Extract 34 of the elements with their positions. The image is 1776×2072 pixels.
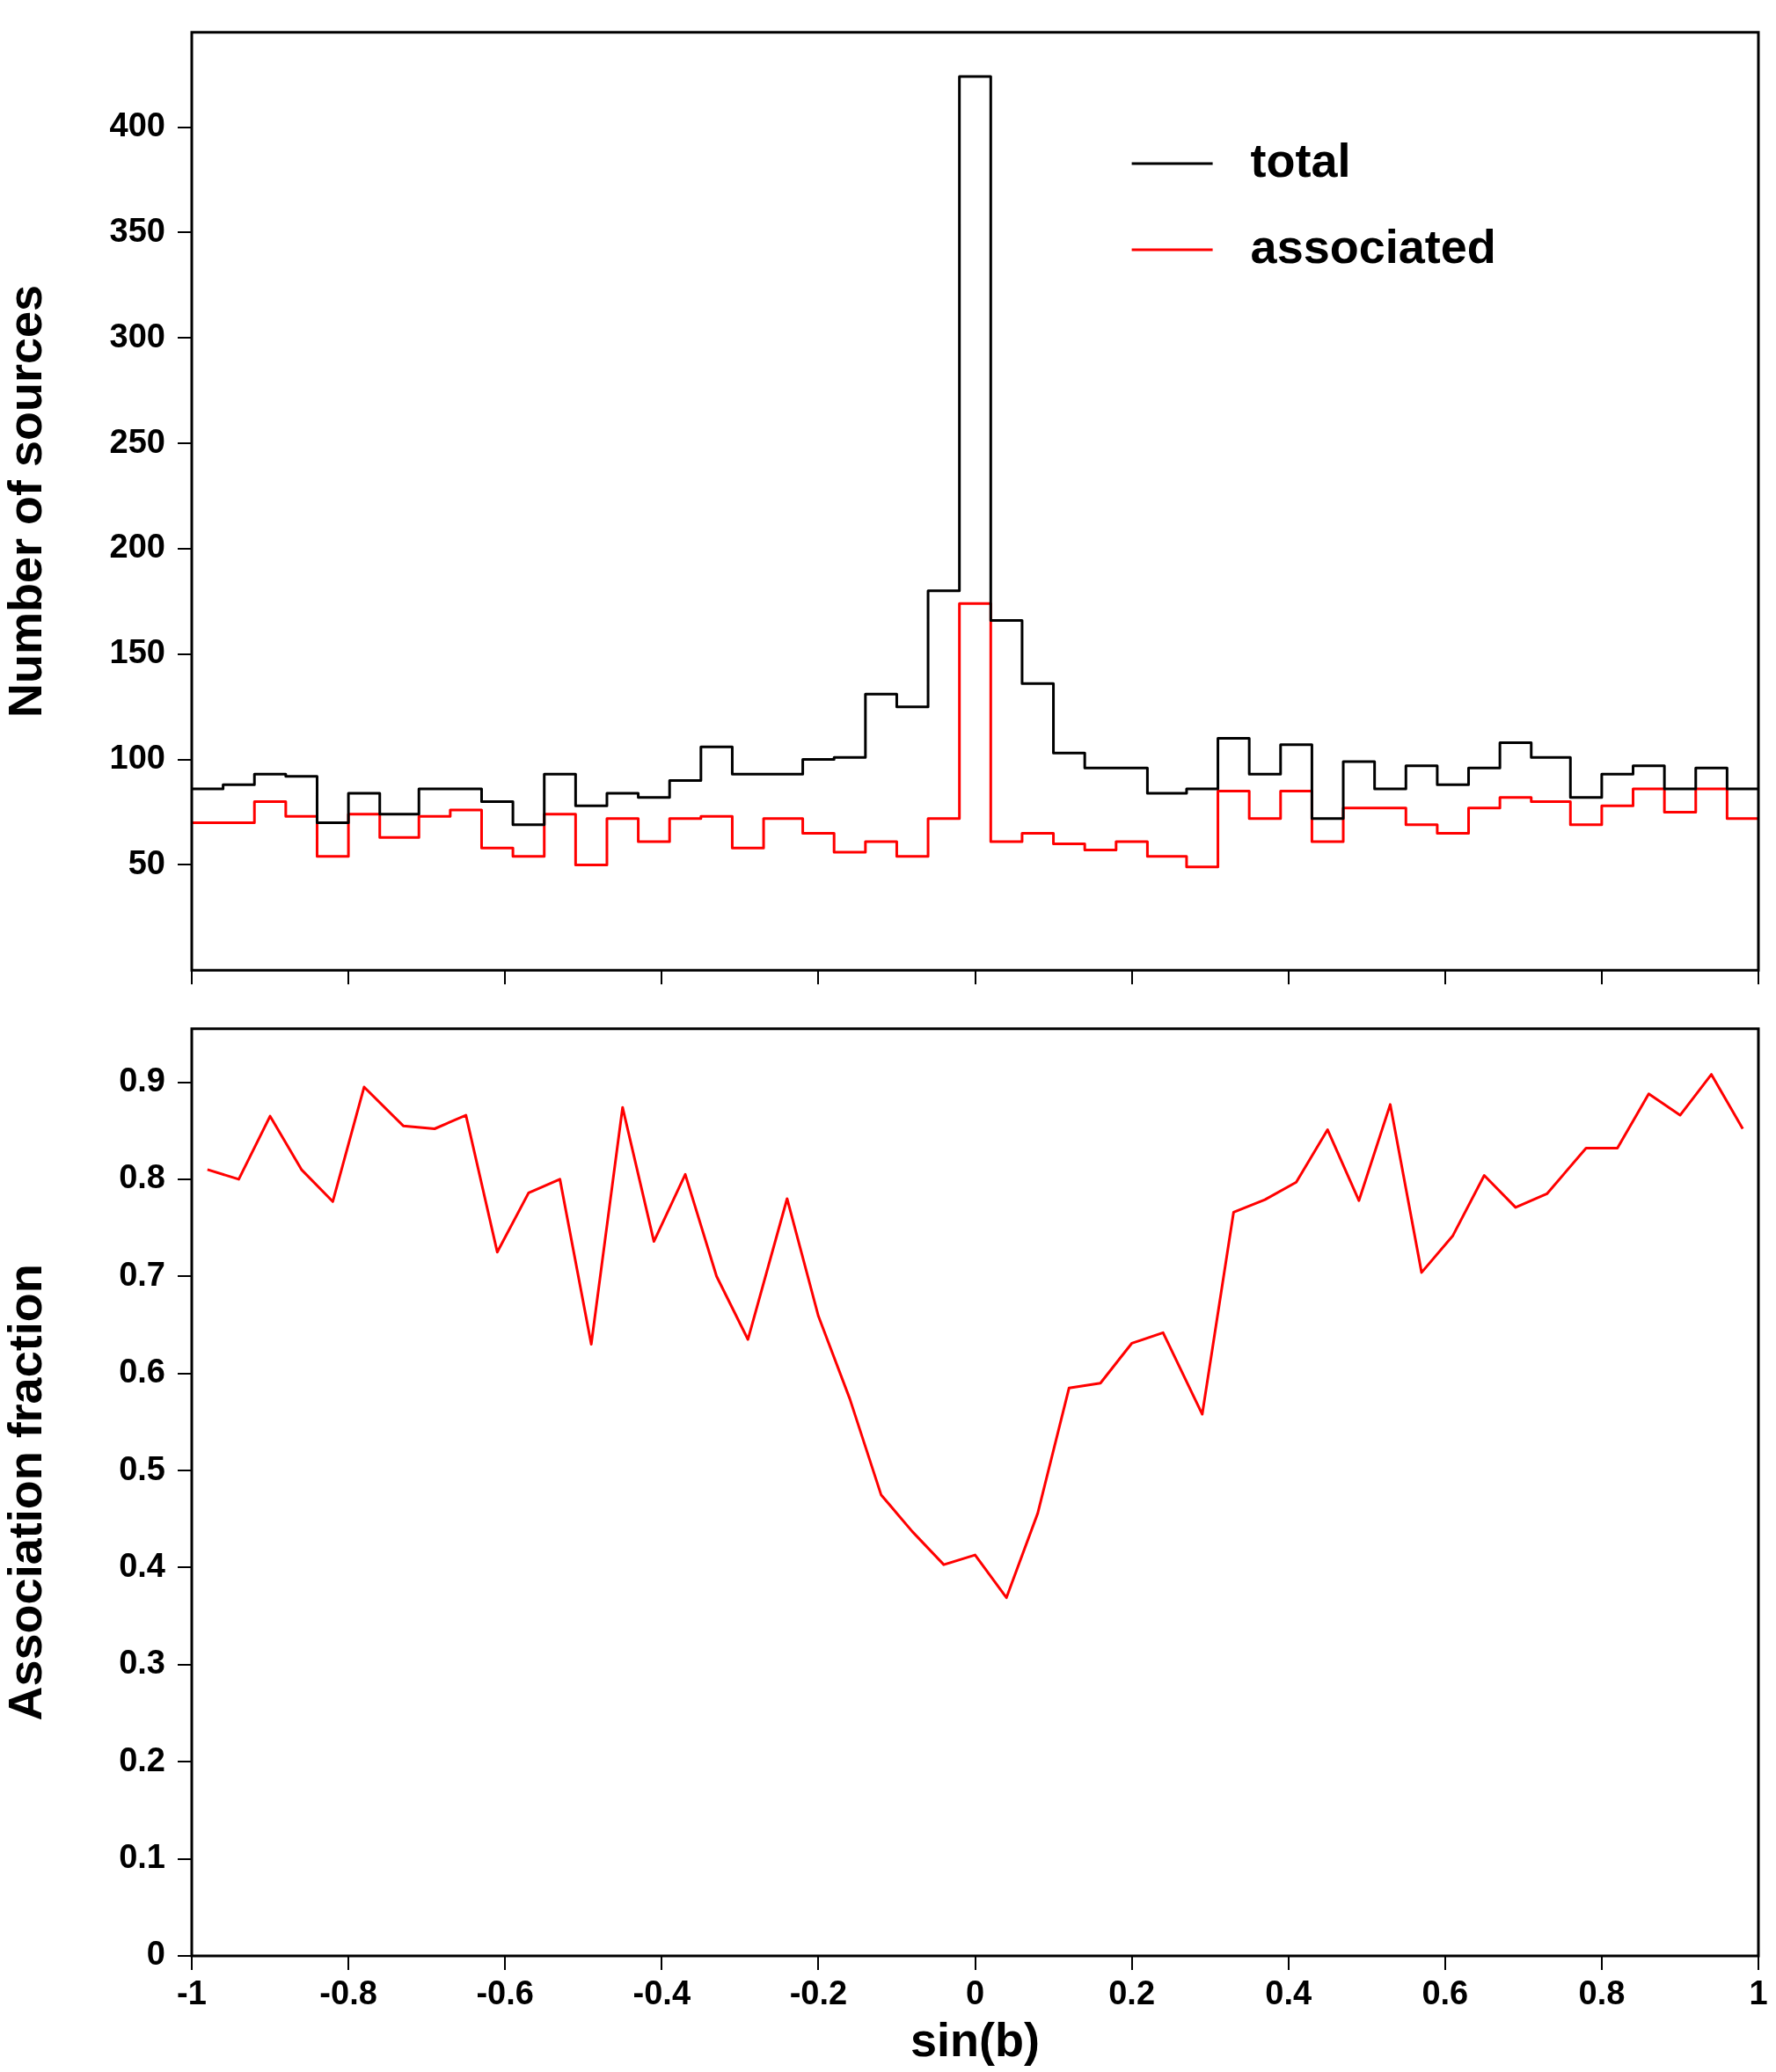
x-tick-label: 1	[1749, 1974, 1768, 2012]
y-tick-label: 400	[109, 106, 165, 144]
y-tick-label: 0.6	[119, 1353, 165, 1390]
y-tick-label: 300	[109, 317, 165, 354]
y-tick-label: 0.9	[119, 1062, 165, 1098]
x-tick-label: -0.4	[632, 1974, 691, 2012]
x-tick-label: 0.4	[1265, 1974, 1312, 2012]
y-tick-label: 0.4	[119, 1546, 165, 1584]
y-tick-label: 0	[146, 1935, 165, 1973]
x-tick-label: 0.6	[1422, 1974, 1469, 2012]
x-tick-label: 0	[965, 1974, 985, 2012]
x-tick-label: -0.8	[319, 1974, 377, 2012]
y-tick-label: 0.8	[119, 1158, 165, 1196]
legend-label: associated	[1250, 219, 1496, 273]
x-tick-label: -1	[177, 1974, 207, 2012]
y-axis-title: Number of sources	[0, 284, 52, 719]
y-tick-label: 100	[109, 739, 165, 777]
x-tick-label: 0.2	[1108, 1974, 1156, 2012]
y-tick-label: 50	[128, 843, 165, 881]
x-tick-label: -0.6	[476, 1974, 534, 2012]
y-tick-label: 0.5	[119, 1449, 165, 1487]
y-tick-label: 350	[109, 211, 165, 249]
x-tick-label: -0.2	[789, 1974, 848, 2012]
y-tick-label: 0.2	[119, 1740, 165, 1778]
legend-label: total	[1250, 133, 1351, 186]
y-tick-label: 0.1	[119, 1838, 165, 1876]
x-tick-label: 0.8	[1578, 1974, 1626, 2012]
y-tick-label: 250	[109, 422, 165, 460]
y-tick-label: 0.3	[119, 1644, 165, 1682]
y-tick-label: 0.7	[119, 1255, 165, 1293]
y-tick-label: 200	[109, 528, 165, 565]
y-axis-title: Association fraction	[0, 1264, 52, 1721]
x-axis-title: sin(b)	[910, 2013, 1040, 2067]
y-tick-label: 150	[109, 633, 165, 671]
